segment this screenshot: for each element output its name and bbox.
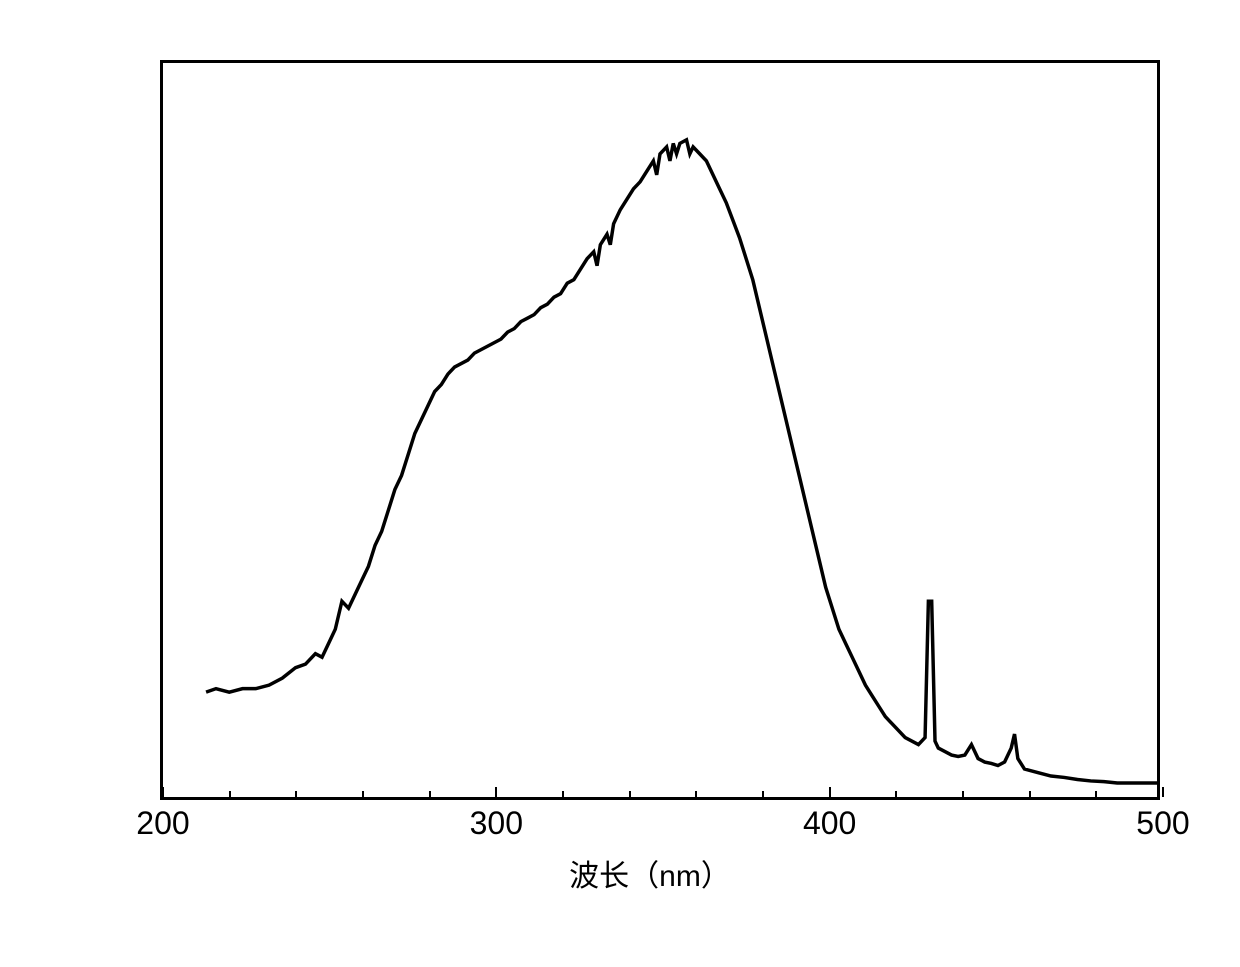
x-minor-tick	[895, 791, 897, 797]
x-minor-tick	[429, 791, 431, 797]
x-minor-tick	[295, 791, 297, 797]
x-minor-tick	[1095, 791, 1097, 797]
spectrum-chart: 相对强度（a.u） 200300400500 波长（nm）	[100, 40, 1200, 880]
spectrum-curve	[163, 63, 1157, 797]
x-minor-tick	[1029, 791, 1031, 797]
x-tick-label: 200	[136, 805, 189, 842]
x-tick-mark	[495, 787, 497, 797]
x-axis-label: 波长（nm）	[569, 851, 731, 895]
x-minor-tick	[962, 791, 964, 797]
x-minor-tick	[695, 791, 697, 797]
x-minor-tick	[562, 791, 564, 797]
plot-area: 200300400500	[160, 60, 1160, 800]
x-tick-mark	[1162, 787, 1164, 797]
x-tick-label: 300	[470, 805, 523, 842]
x-tick-mark	[829, 787, 831, 797]
x-minor-tick	[362, 791, 364, 797]
x-minor-tick	[229, 791, 231, 797]
x-tick-label: 400	[803, 805, 856, 842]
x-minor-tick	[629, 791, 631, 797]
x-tick-label: 500	[1136, 805, 1189, 842]
x-minor-tick	[762, 791, 764, 797]
x-tick-mark	[162, 787, 164, 797]
